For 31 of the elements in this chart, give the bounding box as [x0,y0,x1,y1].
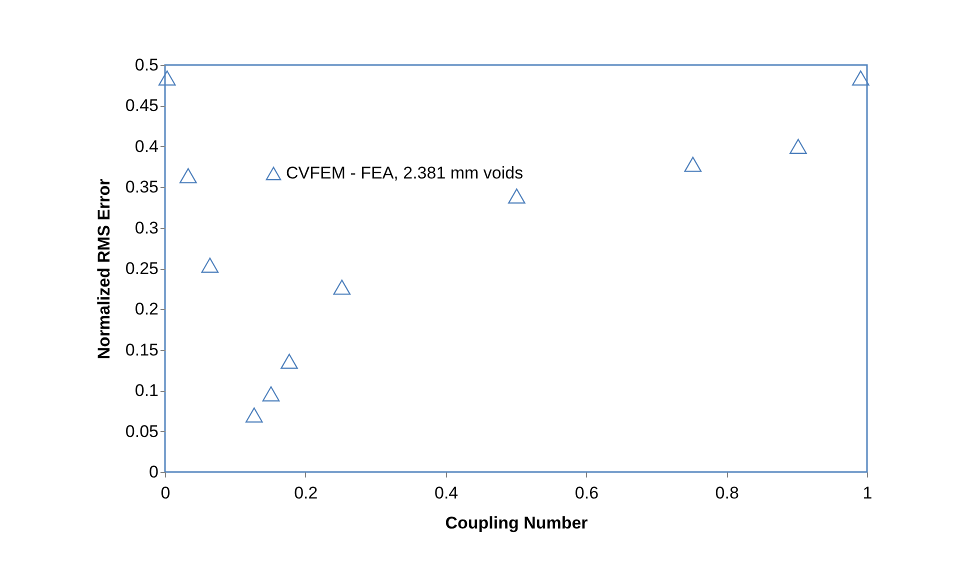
point [790,138,807,154]
point [158,70,176,86]
point [180,168,197,184]
x-tick-label: 0.4 [434,484,458,502]
x-tick-label: 0.8 [715,484,739,502]
y-tick-label: 0.35 [125,178,158,197]
y-tick-label: 0.25 [125,259,158,278]
x-tick-label: 0 [160,484,170,502]
y-tick-label: 0.1 [134,381,158,400]
legend-label: CVFEM - FEA, 2.381 mm voids [286,164,524,182]
y-tick-label: 0 [149,462,158,482]
x-tick-label: 1 [862,484,872,502]
point [852,70,870,86]
y-tick-label: 0.15 [125,340,158,360]
y-tick-label: 0.4 [134,136,158,156]
point [201,258,219,273]
y-tick-label: 0.05 [125,422,158,441]
point [262,386,280,402]
y-tick-label: 0.2 [134,300,158,319]
x-tick-label: 0.2 [294,484,318,502]
y-tick-label: 0.3 [134,218,158,238]
point [245,407,263,423]
y-tick-label: 0.5 [134,56,158,74]
point [684,156,702,172]
y-tick-label: 0.45 [125,96,158,116]
y-axis-title: Normalized RMS Error [94,178,114,360]
point [508,188,526,204]
x-axis-title: Coupling Number [445,514,588,532]
x-tick-label: 0.6 [574,484,599,502]
point [280,354,298,369]
point [333,280,351,295]
